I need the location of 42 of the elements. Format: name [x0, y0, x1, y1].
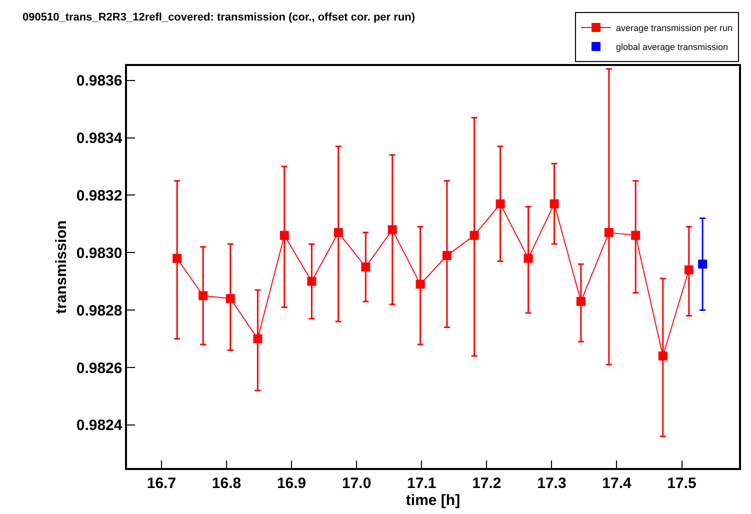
point [172, 254, 182, 263]
y-tick-label: 0.9836 [76, 72, 122, 90]
x-axis-title: time [h] [406, 492, 460, 509]
point [198, 291, 208, 300]
y-tick-label: 0.9826 [76, 360, 122, 377]
point [658, 352, 668, 361]
y-tick-label: 0.9830 [76, 244, 122, 262]
y-tick-label: 0.9828 [76, 302, 122, 320]
point [496, 199, 505, 208]
x-tick-label: 16.8 [212, 474, 242, 492]
y-tick-label: 0.9824 [76, 417, 123, 434]
point [361, 262, 370, 272]
point [684, 265, 694, 274]
chart-title: 090510_trans_R2R3_12refl_covered: transmission (cor., offset cor. per run) [22, 12, 416, 24]
point [280, 230, 289, 240]
point [470, 230, 479, 240]
x-tick-label: 17.3 [537, 474, 566, 492]
point [226, 294, 235, 304]
x-tick-label: 17.2 [472, 474, 502, 492]
x-tick-label: 17.1 [407, 474, 436, 492]
point [334, 228, 343, 238]
x-tick-label: 17.4 [602, 474, 632, 492]
x-tick-label: 17.0 [342, 474, 372, 492]
point [576, 296, 586, 306]
y-tick-label: 0.9834 [76, 130, 123, 148]
y-axis-title: transmission [53, 220, 70, 314]
x-tick-label: 17.5 [667, 474, 696, 492]
point [524, 254, 533, 263]
point [307, 276, 316, 286]
legend-label: average transmission per run [616, 22, 733, 33]
point [631, 230, 640, 240]
point [604, 228, 614, 238]
legend-label: global average transmission [616, 42, 728, 52]
point [550, 199, 559, 208]
point [416, 280, 425, 289]
x-tick-label: 16.7 [146, 474, 176, 492]
point [698, 260, 708, 269]
point [253, 334, 262, 344]
point [442, 251, 452, 260]
y-tick-label: 0.9832 [76, 187, 122, 204]
point [388, 225, 397, 234]
x-tick-label: 16.9 [276, 474, 306, 492]
